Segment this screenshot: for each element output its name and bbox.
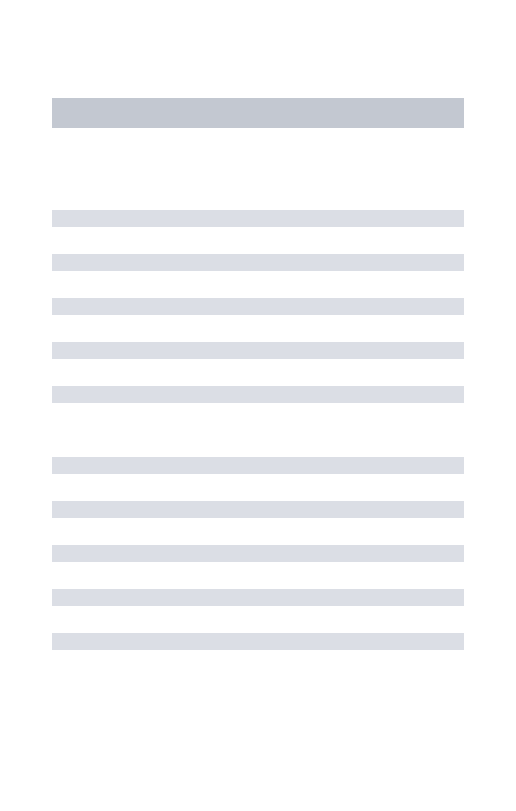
title-placeholder-bar [52,98,464,128]
text-placeholder-line [52,254,464,271]
text-placeholder-line [52,589,464,606]
text-placeholder-line [52,633,464,650]
text-placeholder-line [52,501,464,518]
text-placeholder-line [52,386,464,403]
skeleton-container [0,98,516,650]
paragraph-placeholder-group-1 [52,210,464,403]
text-placeholder-line [52,298,464,315]
text-placeholder-line [52,210,464,227]
text-placeholder-line [52,342,464,359]
paragraph-placeholder-group-2 [52,457,464,650]
text-placeholder-line [52,457,464,474]
text-placeholder-line [52,545,464,562]
